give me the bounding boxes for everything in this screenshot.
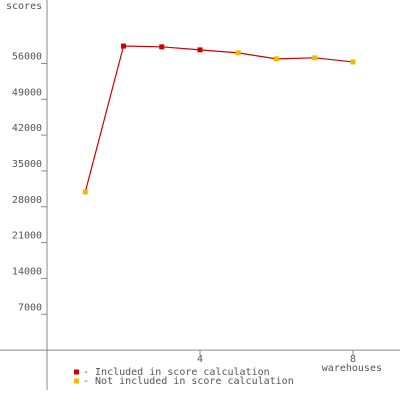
data-point [82, 189, 88, 195]
y-tick-label: 35000 [12, 159, 42, 170]
y-axis-label: scores [6, 1, 42, 12]
data-point [350, 59, 356, 65]
legend-marker [74, 369, 79, 375]
x-axis-label: warehouses [322, 363, 382, 374]
data-point [273, 56, 279, 62]
data-point [121, 43, 127, 49]
data-point [312, 55, 318, 61]
y-tick-label: 49000 [12, 87, 42, 98]
x-tick-label: 4 [197, 354, 203, 365]
y-tick-label: 42000 [12, 123, 42, 134]
y-tick-label: 28000 [12, 195, 42, 206]
y-tick-label: 56000 [12, 51, 42, 62]
y-tick-label: 21000 [12, 231, 42, 242]
y-tick-label: 7000 [18, 302, 42, 313]
x-tick-label: 8 [350, 354, 356, 365]
score-line [84, 45, 354, 193]
data-point [197, 47, 203, 53]
y-tick-label: 14000 [12, 266, 42, 277]
legend-marker [74, 378, 79, 384]
data-point [235, 50, 241, 56]
data-point [159, 44, 165, 50]
legend-label: - Not included in score calculation [83, 376, 294, 387]
legend-label: - Included in score calculation [83, 367, 270, 378]
